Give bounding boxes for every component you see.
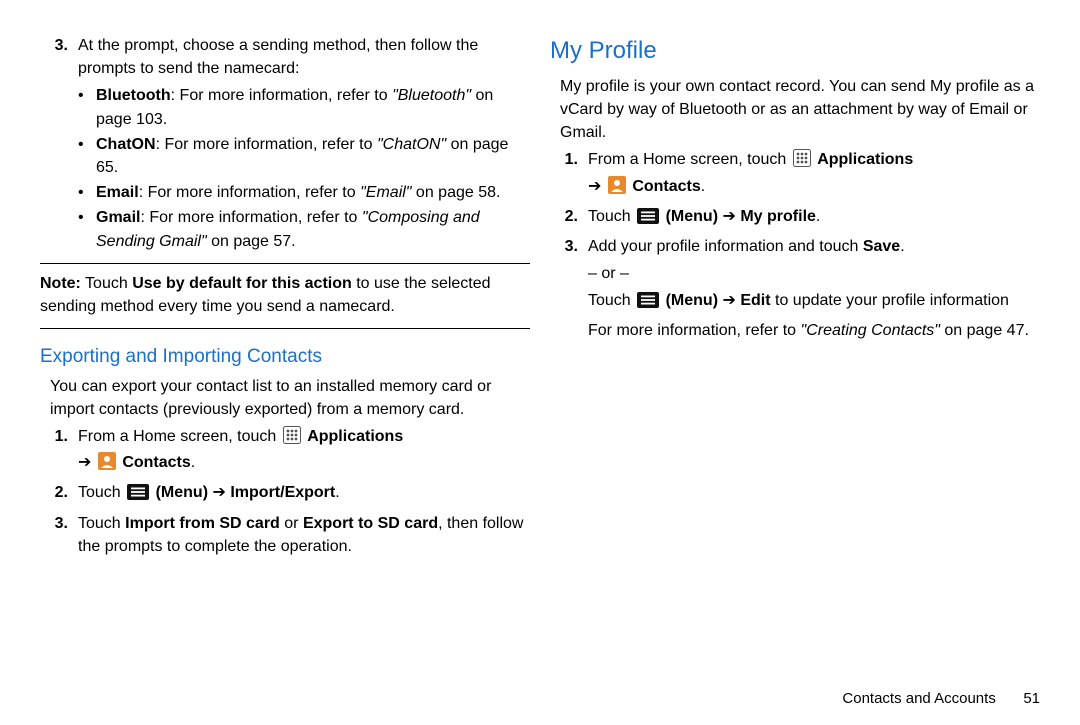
- export-step-1: 1. From a Home screen, touch Application…: [40, 425, 530, 477]
- export-step-2: 2. Touch (Menu) ➔ Import/Export.: [40, 481, 530, 507]
- more-info: For more information, refer to "Creating…: [588, 319, 1040, 342]
- divider: [40, 328, 530, 329]
- menu-icon: [637, 292, 659, 315]
- page-number: 51: [1000, 690, 1040, 707]
- step-number: 3.: [40, 34, 78, 80]
- right-column: My Profile My profile is your own contac…: [550, 30, 1040, 690]
- profile-step-1: 1. From a Home screen, touch Application…: [550, 148, 1040, 200]
- section-title-my-profile: My Profile: [550, 34, 1040, 69]
- bullet-gmail: • Gmail: For more information, refer to …: [78, 206, 530, 252]
- step-text: At the prompt, choose a sending method, …: [78, 34, 530, 80]
- step-3: 3. At the prompt, choose a sending metho…: [40, 34, 530, 80]
- left-column: 3. At the prompt, choose a sending metho…: [40, 30, 530, 690]
- applications-icon: [283, 426, 301, 451]
- applications-icon: [793, 149, 811, 174]
- contacts-icon: [98, 452, 116, 477]
- note: Note: Touch Use by default for this acti…: [40, 272, 530, 318]
- export-step-3: 3. Touch Import from SD card or Export t…: [40, 512, 530, 558]
- page: 3. At the prompt, choose a sending metho…: [0, 0, 1080, 690]
- bullet-bluetooth: • Bluetooth: For more information, refer…: [78, 84, 530, 130]
- divider: [40, 263, 530, 264]
- bullet-chaton: • ChatON: For more information, refer to…: [78, 133, 530, 179]
- profile-step-3: 3. Add your profile information and touc…: [550, 235, 1040, 316]
- section-title-export-import: Exporting and Importing Contacts: [40, 343, 530, 371]
- menu-icon: [637, 208, 659, 231]
- section-intro: You can export your contact list to an i…: [50, 375, 530, 421]
- my-profile-intro: My profile is your own contact record. Y…: [560, 75, 1040, 145]
- menu-icon: [127, 484, 149, 507]
- contacts-icon: [608, 176, 626, 201]
- bullet-email: • Email: For more information, refer to …: [78, 181, 530, 204]
- footer-label: Contacts and Accounts: [842, 690, 995, 707]
- profile-step-2: 2. Touch (Menu) ➔ My profile.: [550, 205, 1040, 231]
